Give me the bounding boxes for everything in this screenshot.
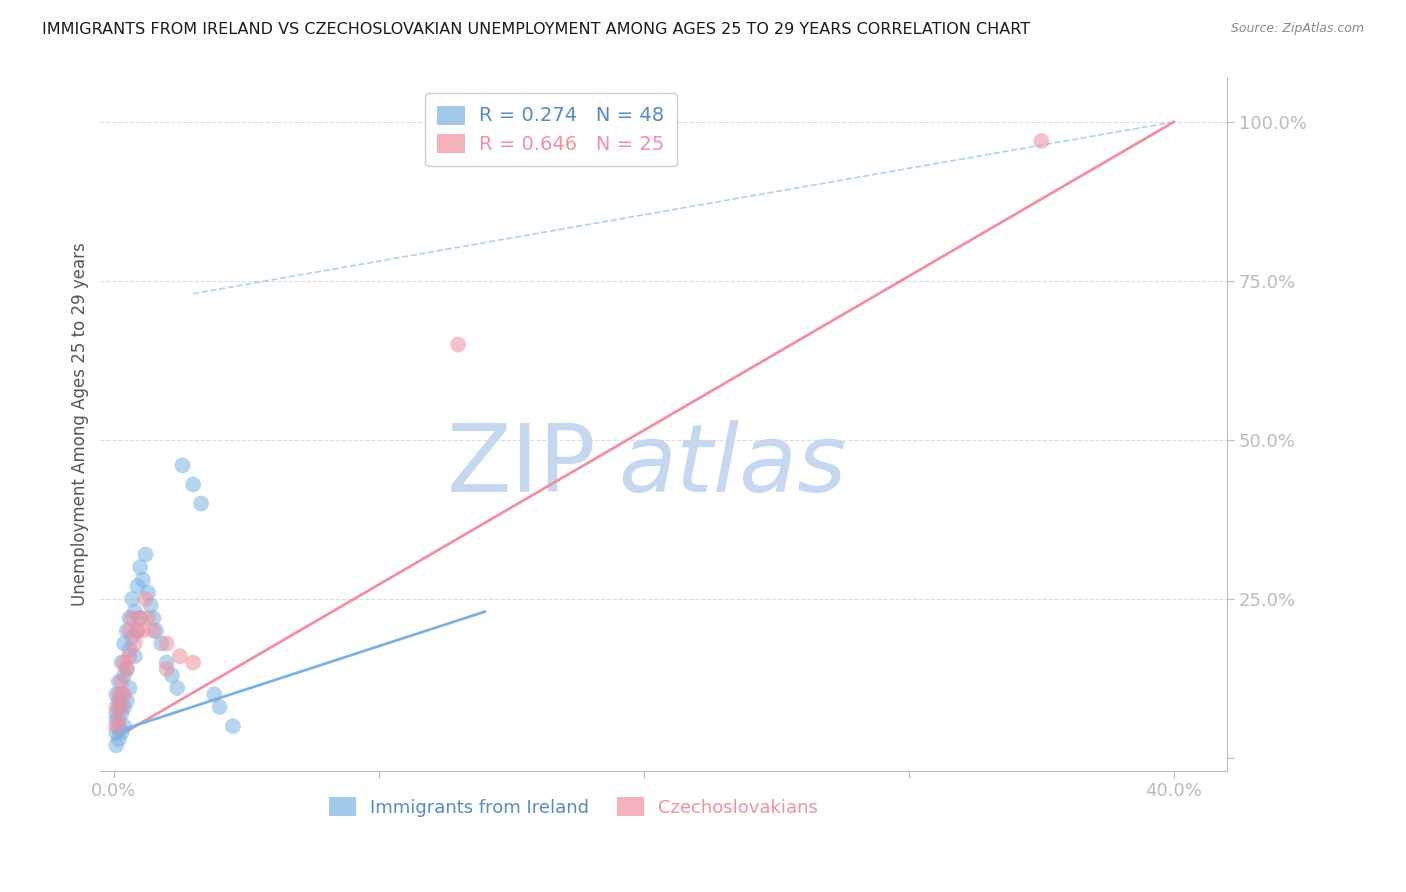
Point (166, 681, 188, 695)
Point (136, 611, 159, 625)
Point (118, 624, 141, 638)
Point (156, 636, 179, 650)
Point (202, 687, 225, 701)
Point (105, 687, 128, 701)
Point (181, 656, 204, 670)
Point (118, 681, 141, 695)
Point (124, 636, 146, 650)
Point (222, 719, 245, 733)
Point (156, 656, 179, 670)
Point (121, 591, 143, 606)
Point (124, 649, 146, 664)
Point (172, 458, 194, 473)
Point (110, 700, 132, 714)
Point (112, 719, 135, 733)
Point (134, 548, 156, 562)
Point (127, 579, 149, 593)
Point (112, 687, 135, 701)
Point (105, 706, 128, 721)
Point (115, 624, 138, 638)
Point (132, 624, 155, 638)
Point (134, 591, 156, 606)
Point (118, 611, 141, 625)
Point (105, 738, 128, 752)
Point (108, 674, 131, 689)
Point (208, 700, 231, 714)
Point (181, 477, 204, 491)
Legend: Immigrants from Ireland, Czechoslovakians: Immigrants from Ireland, Czechoslovakian… (322, 790, 825, 824)
Point (139, 599, 162, 613)
Point (121, 611, 143, 625)
Point (110, 674, 132, 689)
Point (156, 662, 179, 676)
Point (112, 656, 135, 670)
Y-axis label: Unemployment Among Ages 25 to 29 years: Unemployment Among Ages 25 to 29 years (72, 243, 89, 606)
Point (108, 731, 131, 746)
Point (142, 611, 165, 625)
Point (112, 668, 135, 682)
Point (145, 624, 167, 638)
Point (112, 700, 135, 714)
Point (108, 700, 131, 714)
Point (124, 605, 146, 619)
Point (110, 687, 132, 701)
Point (169, 649, 191, 664)
Point (129, 560, 152, 574)
Text: IMMIGRANTS FROM IRELAND VS CZECHOSLOVAKIAN UNEMPLOYMENT AMONG AGES 25 TO 29 YEAR: IMMIGRANTS FROM IRELAND VS CZECHOSLOVAKI… (42, 22, 1031, 37)
Text: atlas: atlas (619, 420, 846, 511)
Point (160, 668, 183, 682)
Text: Source: ZipAtlas.com: Source: ZipAtlas.com (1230, 22, 1364, 36)
Point (108, 713, 131, 727)
Point (136, 585, 159, 599)
Point (115, 694, 138, 708)
Point (142, 624, 165, 638)
Point (112, 636, 135, 650)
Point (129, 611, 152, 625)
Point (108, 719, 131, 733)
Point (1031, 134, 1053, 148)
Point (115, 662, 138, 676)
Point (105, 713, 128, 727)
Point (110, 725, 132, 739)
Point (129, 611, 152, 625)
Point (132, 573, 155, 587)
Point (105, 725, 128, 739)
Point (115, 662, 138, 676)
Point (118, 649, 141, 664)
Point (110, 656, 132, 670)
Point (108, 694, 131, 708)
Point (190, 497, 212, 511)
Point (150, 636, 173, 650)
Point (105, 719, 128, 733)
Point (127, 624, 149, 638)
Text: ZIP: ZIP (446, 419, 596, 512)
Point (118, 643, 141, 657)
Point (110, 706, 132, 721)
Point (105, 700, 128, 714)
Point (108, 687, 131, 701)
Point (127, 624, 149, 638)
Point (447, 337, 470, 351)
Point (121, 630, 143, 644)
